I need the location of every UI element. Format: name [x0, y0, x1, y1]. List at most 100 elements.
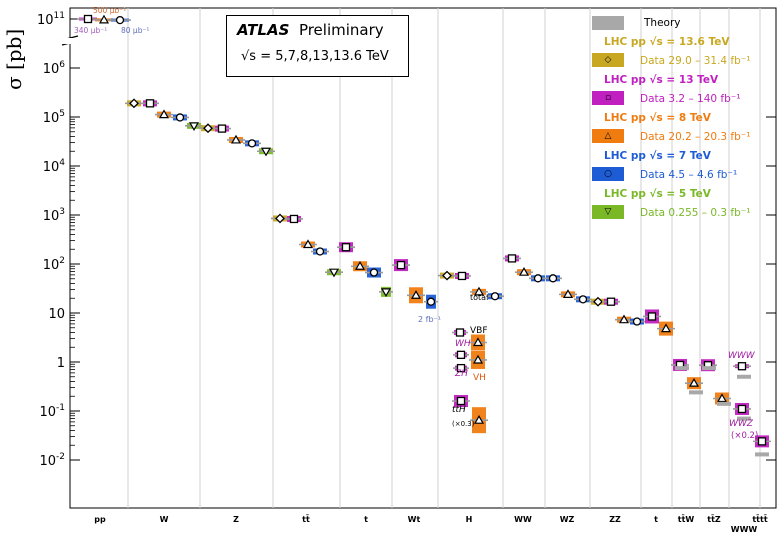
data-point-marker	[457, 271, 467, 281]
annotation-label: tt̄H	[452, 403, 466, 415]
energies-label: √s = 5,7,8,13,13.6 TeV	[241, 49, 389, 64]
legend-swatch: ▽	[592, 205, 624, 219]
category-label: WWW	[731, 525, 758, 534]
data-point-marker	[618, 314, 630, 324]
legend-head: LHC pp √s = 13.6 TeV	[604, 36, 730, 48]
data-point-marker	[472, 354, 484, 364]
data-point-marker	[98, 14, 110, 24]
annotation-label: total	[470, 293, 488, 302]
annotation-label: WWW	[728, 351, 756, 361]
data-point-marker	[354, 261, 366, 270]
category-label: tt̄Z	[707, 514, 721, 524]
theory-band	[737, 416, 751, 421]
legend-entry: LHC pp √s = 5 TeV ▽ Data 0.255 – 0.3 fb⁻…	[590, 188, 770, 226]
y-tick-label: 105	[43, 109, 65, 126]
data-point-marker	[341, 243, 351, 252]
category-label: WZ	[560, 515, 575, 524]
data-point-marker	[518, 266, 530, 276]
category-label: H	[466, 515, 473, 524]
y-tick-label: 10	[48, 307, 65, 322]
data-point-marker	[145, 99, 155, 108]
plot-frame	[69, 7, 777, 509]
annotation-label: VBF	[470, 326, 488, 336]
data-point-marker	[83, 14, 93, 24]
legend-swatch: ▫	[592, 91, 624, 105]
annotation-label: (×0.2)	[731, 431, 758, 441]
data-point-marker	[688, 377, 700, 387]
data-point-marker	[217, 124, 227, 133]
legend-head: LHC pp √s = 7 TeV	[604, 150, 711, 162]
data-point-marker	[369, 268, 379, 277]
theory-band	[702, 366, 716, 371]
legend-data: Data 4.5 – 4.6 fb⁻¹	[640, 169, 738, 181]
data-point-marker	[275, 213, 285, 224]
category-label: Wt	[408, 515, 421, 524]
annotation-lumi: 340 μb⁻¹	[74, 26, 107, 35]
data-point-marker	[289, 214, 299, 224]
category-label: W	[160, 515, 169, 524]
legend-entry: LHC pp √s = 13 TeV ▫ Data 3.2 – 140 fb⁻¹	[590, 74, 770, 112]
data-point-marker	[410, 290, 422, 299]
category-label: Z	[233, 515, 239, 524]
legend-entry: LHC pp √s = 7 TeV ○ Data 4.5 – 4.6 fb⁻¹	[590, 150, 770, 188]
legend-data: Data 20.2 – 20.3 fb⁻¹	[640, 131, 751, 143]
y-tick-label: 102	[43, 256, 65, 273]
data-point-marker	[490, 292, 500, 301]
legend: Theory LHC pp √s = 13.6 TeV ◇ Data 29.0 …	[590, 14, 770, 226]
annotation-label: VH	[473, 373, 486, 383]
data-point-marker	[455, 328, 465, 337]
data-point-marker	[757, 437, 767, 446]
data-point-marker	[533, 274, 543, 283]
data-point-marker	[129, 98, 139, 109]
theory-band	[755, 452, 769, 457]
legend-data: Data 3.2 – 140 fb⁻¹	[640, 93, 741, 105]
data-point-marker	[302, 239, 314, 249]
data-point-marker	[562, 289, 574, 298]
data-point-marker	[578, 295, 588, 304]
data-point-marker	[737, 404, 747, 414]
data-point-marker	[203, 123, 213, 134]
legend-theory: Theory	[590, 14, 770, 36]
data-point-marker	[380, 288, 392, 298]
atlas-name: ATLAS	[237, 21, 290, 39]
data-point-marker	[396, 260, 406, 270]
category-label: tt̄tt̄	[752, 514, 767, 524]
annotation-label: WH	[455, 339, 471, 349]
annotation-lumi: 80 μb⁻¹	[121, 26, 149, 35]
theory-band	[689, 390, 703, 395]
data-point-marker	[716, 393, 728, 403]
legend-head: LHC pp √s = 5 TeV	[604, 188, 711, 200]
annotation-label: ZH	[454, 369, 468, 379]
theory-band	[717, 401, 731, 406]
legend-data: Data 0.255 – 0.3 fb⁻¹	[640, 207, 751, 219]
data-point-marker	[473, 414, 485, 424]
theory-label: Theory	[644, 17, 681, 29]
legend-entry: LHC pp √s = 8 TeV △ Data 20.2 – 20.3 fb⁻…	[590, 112, 770, 150]
axis-break-gap	[62, 38, 78, 44]
data-point-marker	[507, 254, 517, 263]
data-point-marker	[442, 270, 452, 281]
y-tick-label: 1	[57, 356, 65, 371]
legend-head: LHC pp √s = 13 TeV	[604, 74, 719, 86]
category-label: WW	[514, 515, 532, 524]
y-tick-label: 10-1	[39, 403, 65, 420]
category-label: t	[364, 515, 368, 524]
y-tick-label: 103	[43, 207, 65, 224]
legend-swatch: △	[592, 129, 624, 143]
y-tick-label: 104	[43, 158, 66, 175]
data-point-marker	[632, 317, 642, 326]
data-point-marker	[188, 122, 200, 132]
legend-swatch: ○	[592, 167, 624, 181]
legend-entry: LHC pp √s = 13.6 TeV ◇ Data 29.0 – 31.4 …	[590, 36, 770, 74]
data-point-marker	[260, 147, 272, 157]
legend-head: LHC pp √s = 8 TeV	[604, 112, 711, 124]
data-point-marker	[472, 337, 484, 347]
data-point-marker	[647, 312, 657, 321]
data-point-marker	[230, 134, 242, 144]
annotation-label: WWZ	[729, 419, 754, 429]
data-point-marker	[606, 297, 616, 306]
data-point-marker	[593, 296, 603, 307]
data-point-marker	[660, 323, 672, 333]
y-tick-label: 10-2	[39, 452, 65, 469]
